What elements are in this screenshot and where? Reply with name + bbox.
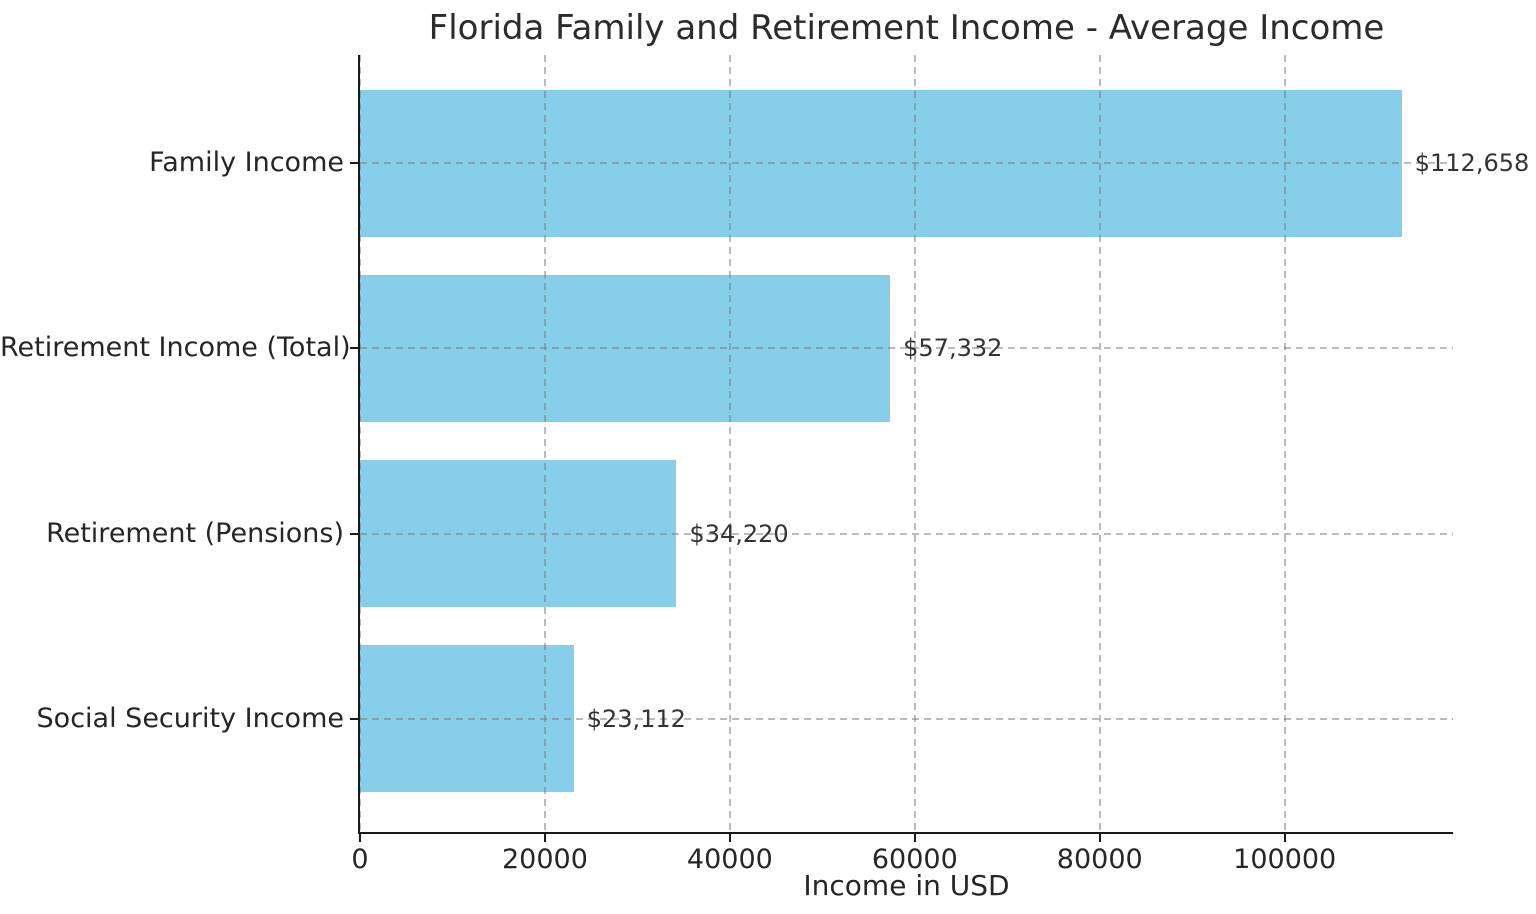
x-tick-label: 0 (351, 844, 369, 875)
x-tick-label: 40000 (686, 844, 773, 875)
chart-title: Florida Family and Retirement Income - A… (428, 8, 1385, 48)
gridline-vertical (1098, 55, 1101, 832)
gridline-vertical (728, 55, 731, 832)
y-axis-category-label: Social Security Income (36, 702, 344, 734)
x-tick-mark (728, 834, 731, 842)
plot-area (359, 55, 1453, 832)
gridline-horizontal (360, 717, 1453, 720)
gridline-horizontal (360, 532, 1453, 535)
x-tick-mark (1098, 834, 1101, 842)
y-axis-line (358, 55, 360, 834)
gridline-vertical (543, 55, 546, 832)
bar-value-label: $57,332 (903, 334, 1003, 363)
x-axis-title: Income in USD (803, 869, 1010, 902)
gridline-horizontal (360, 162, 1453, 164)
x-axis-line (358, 832, 1453, 834)
y-tick-mark (350, 532, 358, 535)
x-tick-label: 100000 (1233, 844, 1337, 875)
y-axis-category-label: Retirement Income (Total) (0, 332, 351, 364)
bar-value-label: $112,658 (1414, 149, 1530, 177)
x-tick-label: 60000 (871, 844, 958, 875)
y-tick-mark (350, 347, 358, 350)
x-tick-mark (913, 834, 916, 842)
x-tick-mark (543, 834, 546, 842)
x-tick-label: 20000 (501, 844, 588, 875)
x-tick-mark (1283, 834, 1286, 842)
gridline-vertical (1283, 55, 1286, 832)
y-tick-mark (350, 717, 358, 720)
y-axis-category-label: Retirement (Pensions) (46, 517, 344, 549)
gridline-vertical (913, 55, 916, 832)
gridline-horizontal (360, 347, 1453, 350)
y-tick-mark (350, 162, 358, 164)
x-tick-mark (359, 834, 361, 842)
gridline-vertical (359, 55, 361, 832)
bar-value-label: $34,220 (689, 519, 789, 548)
bar-value-label: $23,112 (586, 704, 686, 733)
x-tick-label: 80000 (1056, 844, 1143, 875)
y-axis-category-label: Family Income (149, 147, 344, 178)
